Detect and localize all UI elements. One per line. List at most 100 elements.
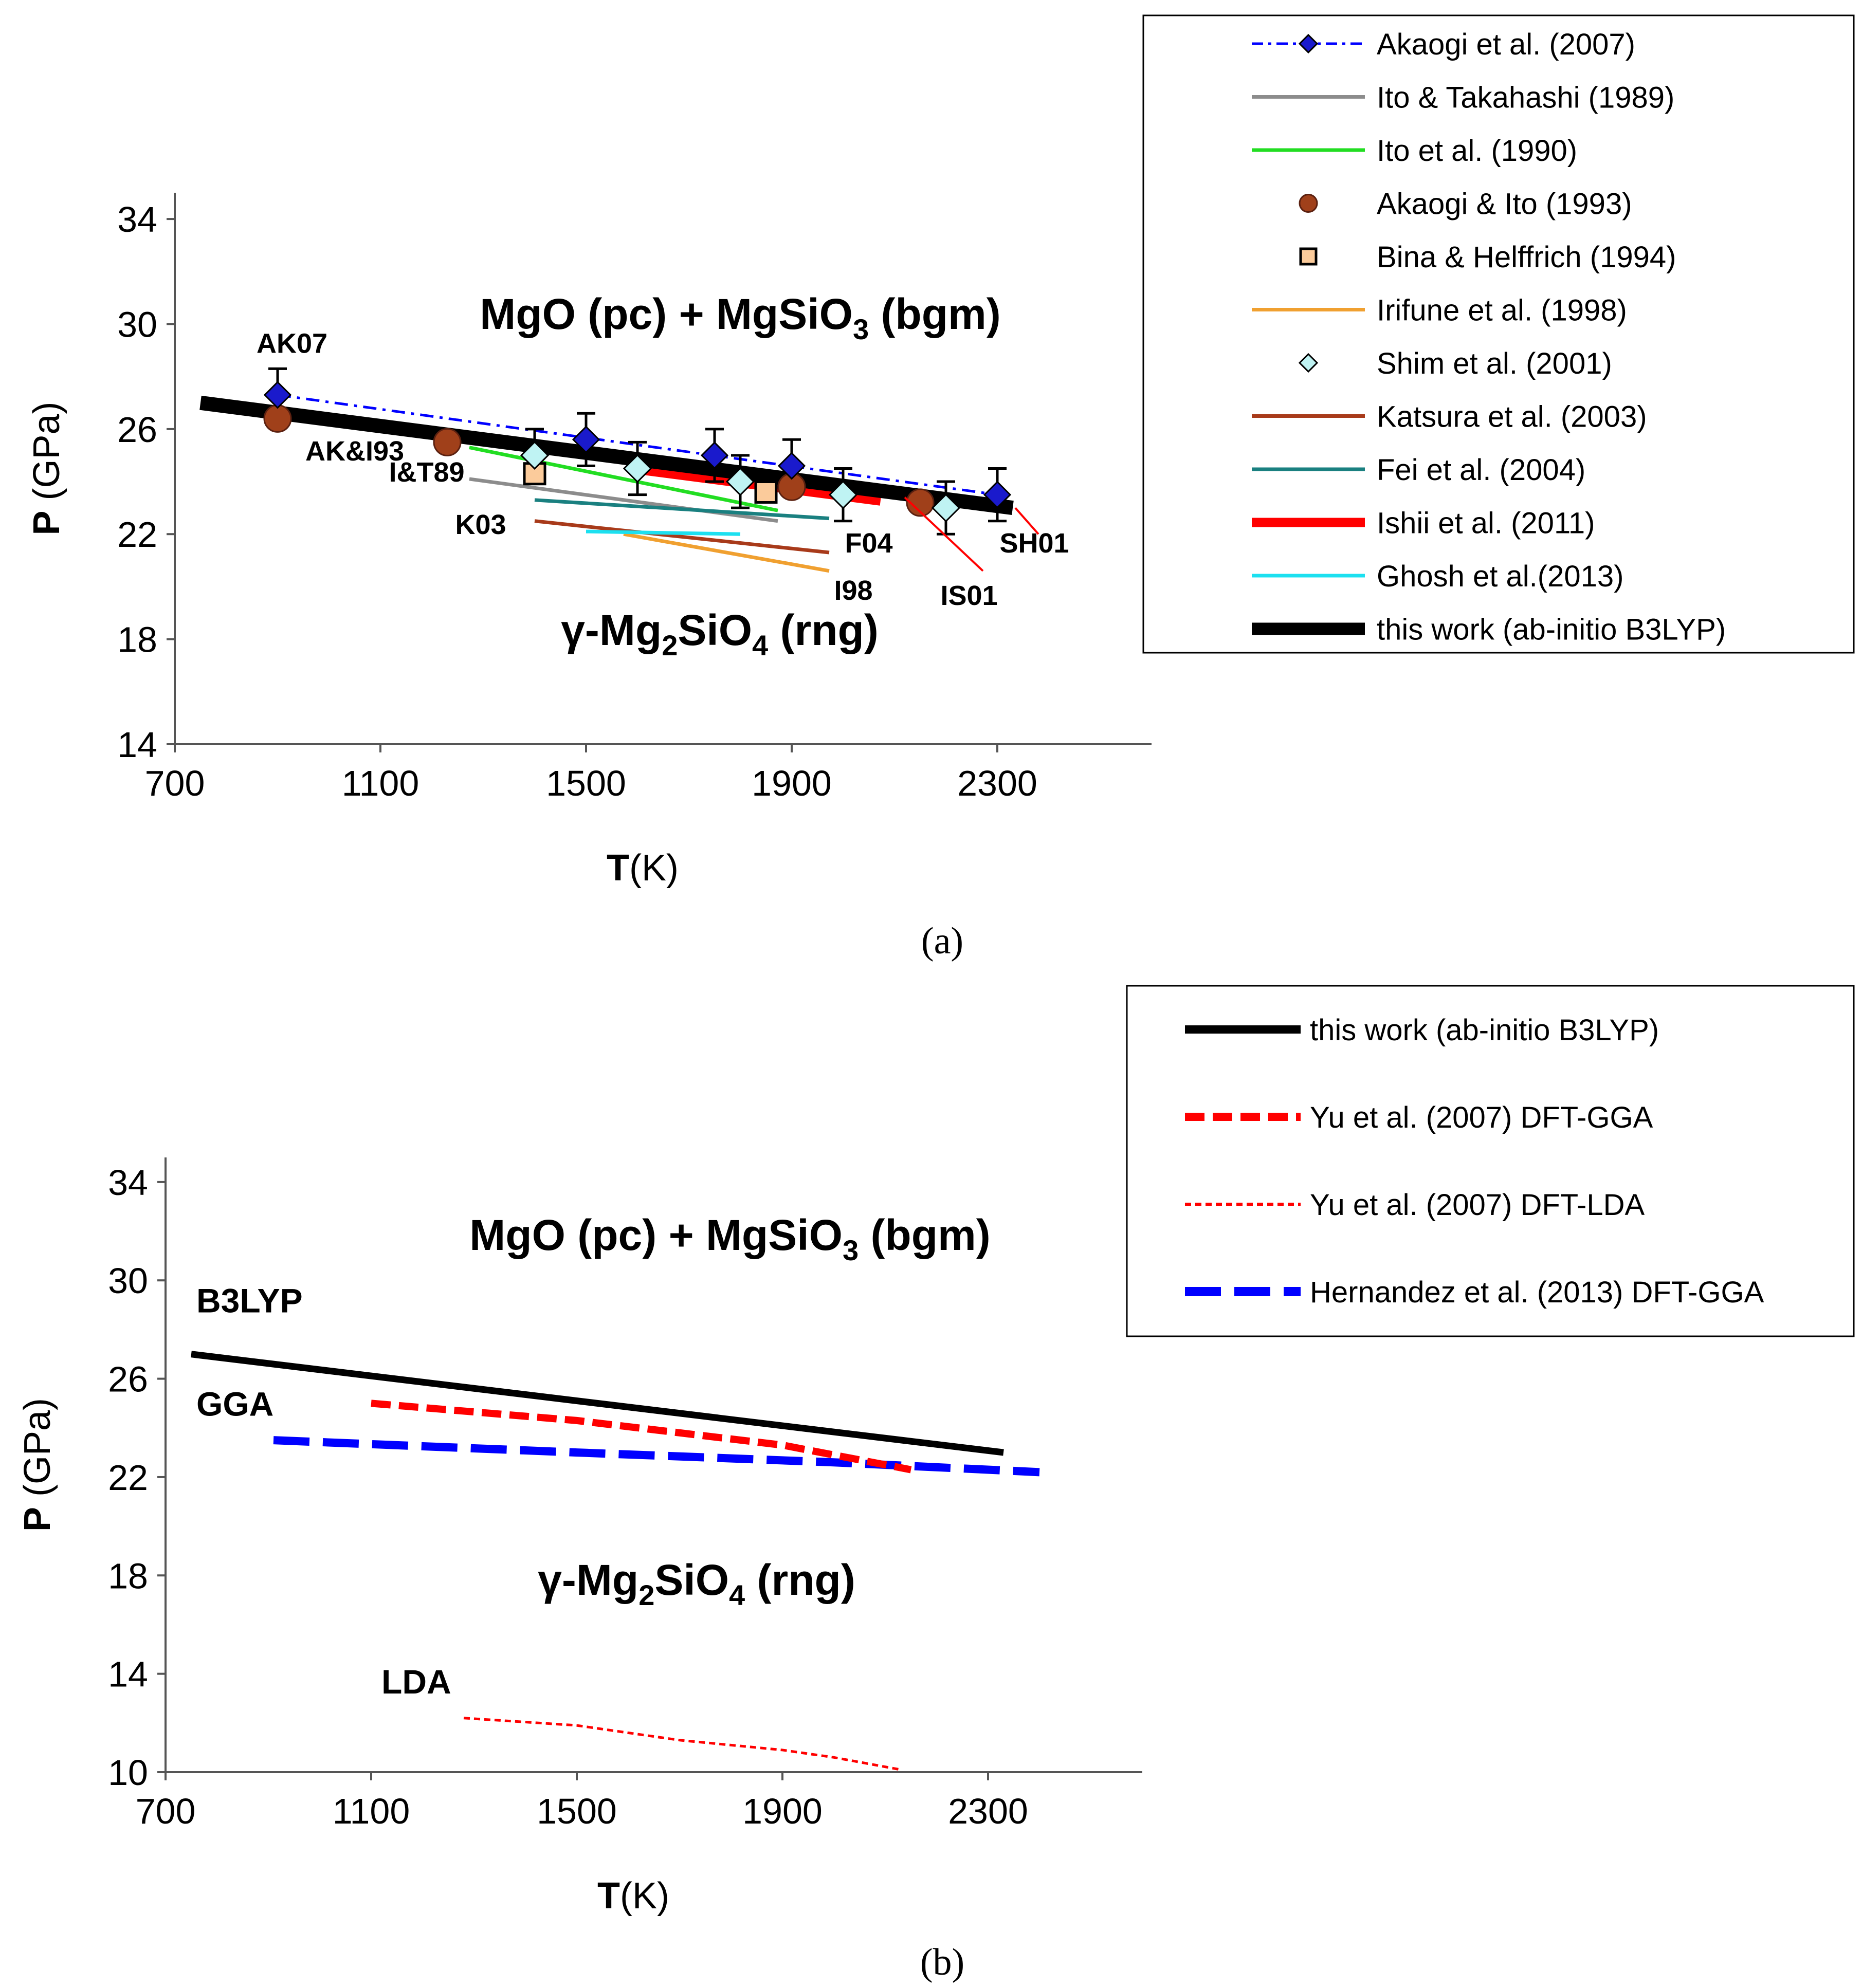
y-tick-label: 14 [108, 1654, 148, 1695]
legend-swatch-diamond [1298, 33, 1319, 54]
y-tick-label: 34 [117, 199, 157, 240]
series-line-yu_lda [463, 1717, 901, 1771]
point-annotation: SH01 [999, 528, 1069, 559]
series-line-this_work [191, 1351, 1004, 1456]
legend-item-ito_takahashi: Ito & Takahashi (1989) [1252, 81, 1674, 115]
x-tick-label: 1500 [537, 1791, 617, 1831]
legend-item-bina: Bina & Helffrich (1994) [1299, 241, 1676, 274]
legend-label: Hernandez et al. (2013) DFT-GGA [1310, 1276, 1764, 1309]
region-label-top-part: MgO (pc) + MgSiO [480, 290, 853, 338]
x-tick-label: 700 [145, 763, 205, 803]
x-tick-label: 1500 [546, 763, 626, 803]
legend-item-fei: Fei et al. (2004) [1252, 453, 1585, 487]
akaogi2007-point [700, 441, 729, 470]
legend-item-ghosh: Ghosh et al.(2013) [1252, 560, 1623, 593]
legend-label: Akaogi & Ito (1993) [1377, 188, 1632, 221]
region-label-bottom-part: γ-Mg [561, 606, 662, 654]
x-axis-label: T(K) [607, 848, 679, 889]
region-label-bottom-subscript: 2 [662, 629, 678, 661]
akaogi2007-point [263, 381, 292, 409]
legend-label: Ghosh et al.(2013) [1377, 560, 1623, 593]
y-axis-label: P (GPa) [26, 401, 67, 535]
shim-point [931, 493, 961, 523]
y-tick-label: 30 [117, 304, 157, 344]
region-label-bottom-subscript: 2 [638, 1579, 654, 1611]
legend-box [1126, 985, 1855, 1337]
region-label-bottom-part: (rng) [768, 606, 879, 654]
legend-item-ito1990: Ito et al. (1990) [1252, 134, 1577, 168]
legend-item-irifune: Irifune et al. (1998) [1252, 294, 1627, 327]
x-tick-label: 1100 [333, 1791, 410, 1831]
y-axis-label: P (GPa) [17, 1398, 58, 1532]
line-annotation: GGA [196, 1385, 273, 1423]
panel-a-legend: Akaogi et al. (2007) Ito & Takahashi (198… [1142, 14, 1855, 654]
shim-point [725, 467, 755, 496]
x-axis-label-symbol: T [597, 1875, 620, 1917]
region-label-bottom-part: (rng) [745, 1556, 855, 1604]
legend-swatch-circle [1299, 194, 1318, 213]
legend-label: this work (ab-initio B3LYP) [1377, 613, 1726, 647]
legend-item-yu_gga: Yu et al. (2007) DFT-GGA [1185, 1101, 1653, 1134]
y-tick-label: 30 [108, 1261, 148, 1301]
region-label-bottom: γ-Mg2SiO4 (rng) [538, 1556, 855, 1611]
x-tick-label: 2300 [948, 1791, 1028, 1831]
legend-label: Fei et al. (2004) [1377, 453, 1585, 487]
region-label-bottom: γ-Mg2SiO4 (rng) [561, 606, 879, 661]
legend-item-katsura: Katsura et al. (2003) [1252, 400, 1647, 434]
y-tick-label: 10 [108, 1753, 148, 1793]
point-annotation: K03 [455, 509, 506, 540]
bina-point [754, 480, 778, 504]
legend-label: Ishii et al. (2011) [1377, 507, 1595, 540]
legend-item-this_work: this work (ab-initio B3LYP) [1185, 1014, 1659, 1047]
point-annotation: F04 [845, 528, 892, 559]
line-annotation: LDA [381, 1663, 451, 1701]
x-axis-label-unit: (K) [629, 848, 679, 889]
legend-label: Ito et al. (1990) [1377, 134, 1577, 168]
y-axis-label-symbol: P [26, 511, 67, 536]
point-annotation: I98 [834, 575, 872, 606]
akaogi2007-point [572, 426, 600, 454]
line-annotation: B3LYP [196, 1281, 303, 1319]
series-line-yu_gga [371, 1400, 912, 1474]
shim-point [828, 480, 858, 509]
region-label-top: MgO (pc) + MgSiO3 (bgm) [480, 290, 1000, 345]
x-tick-label: 700 [136, 1791, 196, 1831]
akaogi2007-point [777, 452, 806, 480]
region-label-bottom-part: SiO [678, 606, 752, 654]
legend-label: Bina & Helffrich (1994) [1377, 241, 1676, 274]
region-label-top-subscript: 3 [853, 313, 869, 345]
region-label-top-part: MgO (pc) + MgSiO [469, 1211, 843, 1259]
region-label-top-part: (bgm) [859, 1211, 991, 1259]
region-label-top-subscript: 3 [843, 1234, 859, 1266]
legend-label: Irifune et al. (1998) [1377, 294, 1627, 327]
y-tick-label: 26 [117, 410, 157, 450]
y-tick-label: 18 [108, 1556, 148, 1596]
y-axis-label-unit: (GPa) [26, 401, 67, 510]
x-tick-label: 1900 [752, 763, 832, 803]
legend-swatch-square [1299, 247, 1318, 266]
region-label-top-part: (bgm) [869, 290, 1001, 338]
akaogi-ito-point [263, 404, 292, 433]
x-axis-label-unit: (K) [620, 1875, 669, 1917]
legend-label: Ito & Takahashi (1989) [1377, 81, 1674, 115]
series-line-irifune [623, 532, 830, 573]
legend-label: this work (ab-initio B3LYP) [1310, 1014, 1659, 1047]
akaogi-ito-point [906, 488, 935, 517]
x-tick-label: 2300 [957, 763, 1037, 803]
x-axis-label: T(K) [597, 1875, 669, 1917]
y-tick-label: 14 [117, 725, 157, 765]
y-axis-label-symbol: P [17, 1507, 58, 1532]
series-line-ghosh [586, 529, 741, 536]
y-tick-label: 26 [108, 1359, 148, 1400]
panel-b-legend: this work (ab-initio B3LYP) Yu et al. (20… [1126, 985, 1855, 1337]
legend-item-akaogi_ito: Akaogi & Ito (1993) [1299, 188, 1632, 221]
shim-point [520, 440, 550, 470]
shim-point [623, 454, 652, 483]
series-line-katsura [534, 519, 830, 555]
akaogi-ito-point [433, 428, 462, 456]
region-label-top: MgO (pc) + MgSiO3 (bgm) [469, 1211, 990, 1266]
legend-label: Yu et al. (2007) DFT-LDA [1310, 1188, 1645, 1222]
akaogi2007-point [983, 481, 1012, 509]
